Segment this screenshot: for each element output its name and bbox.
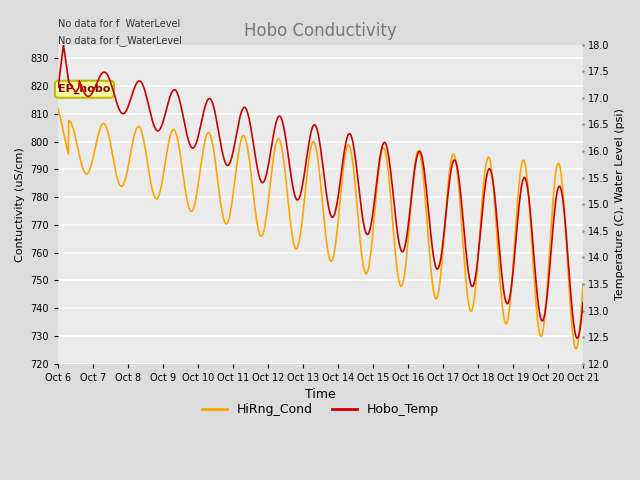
Legend: HiRng_Cond, Hobo_Temp: HiRng_Cond, Hobo_Temp — [197, 398, 444, 421]
Title: Hobo Conductivity: Hobo Conductivity — [244, 22, 397, 40]
Y-axis label: Temperature (C), Water Level (psi): Temperature (C), Water Level (psi) — [615, 108, 625, 300]
Text: No data for f‿WaterLevel: No data for f‿WaterLevel — [58, 35, 182, 46]
Y-axis label: Contuctivity (uS/cm): Contuctivity (uS/cm) — [15, 147, 25, 262]
Text: No data for f  WaterLevel: No data for f WaterLevel — [58, 19, 180, 29]
Text: EP_hobo: EP_hobo — [58, 84, 111, 95]
X-axis label: Time: Time — [305, 388, 336, 401]
